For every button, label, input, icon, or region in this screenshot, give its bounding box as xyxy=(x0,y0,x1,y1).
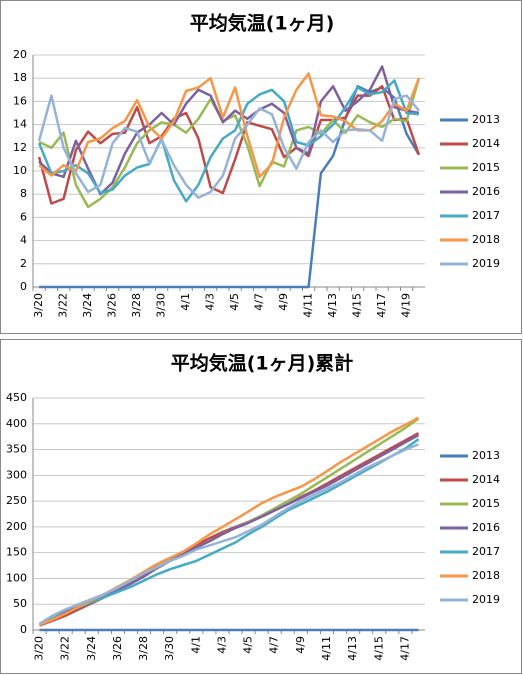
y-tick-label: 10 xyxy=(13,164,27,177)
x-tick-label: 4/19 xyxy=(400,293,413,318)
legend-label: 2016 xyxy=(472,521,500,534)
x-tick-label: 4/5 xyxy=(242,636,255,654)
x-tick-label: 4/9 xyxy=(277,293,290,311)
y-tick-label: 8 xyxy=(20,187,27,200)
chart-frame xyxy=(0,339,522,674)
y-tick-label: 14 xyxy=(13,118,27,131)
x-tick-label: 4/3 xyxy=(204,293,217,311)
legend-label: 2015 xyxy=(472,161,500,174)
y-tick-label: 0 xyxy=(20,623,27,636)
x-tick-label: 3/28 xyxy=(137,636,150,661)
x-tick-label: 3/22 xyxy=(57,293,70,318)
legend-label: 2019 xyxy=(472,593,500,606)
x-tick-label: 4/17 xyxy=(398,636,411,661)
y-tick-label: 12 xyxy=(13,141,27,154)
y-tick-label: 350 xyxy=(6,443,27,456)
x-tick-label: 3/28 xyxy=(130,293,143,318)
x-tick-label: 4/3 xyxy=(215,636,228,654)
y-tick-label: 16 xyxy=(13,94,27,107)
y-tick-label: 2 xyxy=(20,257,27,270)
y-tick-label: 4 xyxy=(20,234,27,247)
chart-title: 平均気温(1ヶ月)累計 xyxy=(171,352,354,375)
x-tick-label: 3/22 xyxy=(59,636,72,661)
x-tick-label: 3/26 xyxy=(106,293,119,318)
y-tick-label: 300 xyxy=(6,468,27,481)
y-tick-label: 450 xyxy=(6,391,27,404)
legend-label: 2015 xyxy=(472,497,500,510)
series-line xyxy=(37,94,420,199)
y-tick-label: 250 xyxy=(6,494,27,507)
legend-label: 2013 xyxy=(472,449,500,462)
y-tick-label: 6 xyxy=(20,210,27,223)
legend-label: 2018 xyxy=(472,569,500,582)
series-line xyxy=(39,438,420,626)
x-tick-label: 4/1 xyxy=(189,636,202,654)
x-tick-label: 3/24 xyxy=(85,636,98,661)
y-tick-label: 0 xyxy=(20,280,27,293)
y-tick-label: 100 xyxy=(6,571,27,584)
x-tick-label: 4/17 xyxy=(375,293,388,318)
chart-title: 平均気温(1ヶ月) xyxy=(190,12,335,35)
series-line xyxy=(37,85,421,205)
x-tick-label: 4/13 xyxy=(346,636,359,661)
x-tick-label: 3/30 xyxy=(155,293,168,318)
series-line xyxy=(38,443,419,625)
legend-label: 2016 xyxy=(472,185,500,198)
y-tick-label: 18 xyxy=(13,71,27,84)
series-line xyxy=(37,79,420,203)
x-tick-label: 4/13 xyxy=(326,293,339,318)
y-tick-label: 400 xyxy=(6,417,27,430)
x-tick-label: 4/7 xyxy=(268,636,281,654)
x-tick-label: 4/15 xyxy=(351,293,364,318)
legend-label: 2014 xyxy=(472,473,500,486)
legend-label: 2017 xyxy=(472,545,500,558)
y-tick-label: 150 xyxy=(6,546,27,559)
x-tick-label: 4/11 xyxy=(302,293,315,318)
x-tick-label: 4/15 xyxy=(372,636,385,661)
legend-label: 2014 xyxy=(472,137,500,150)
x-tick-label: 4/7 xyxy=(253,293,266,311)
x-tick-label: 4/9 xyxy=(294,636,307,654)
y-tick-label: 50 xyxy=(13,597,27,610)
x-tick-label: 3/24 xyxy=(81,293,94,318)
x-tick-label: 4/11 xyxy=(320,636,333,661)
x-tick-label: 3/20 xyxy=(32,293,45,318)
legend-label: 2013 xyxy=(472,113,500,126)
legend-label: 2018 xyxy=(472,233,500,246)
x-tick-label: 3/20 xyxy=(33,636,46,661)
x-tick-label: 3/26 xyxy=(111,636,124,661)
x-tick-label: 3/30 xyxy=(163,636,176,661)
y-tick-label: 20 xyxy=(13,48,27,61)
x-tick-label: 4/5 xyxy=(228,293,241,311)
x-tick-label: 4/1 xyxy=(179,293,192,311)
legend-label: 2017 xyxy=(472,209,500,222)
y-tick-label: 200 xyxy=(6,520,27,533)
legend-label: 2019 xyxy=(472,257,500,270)
